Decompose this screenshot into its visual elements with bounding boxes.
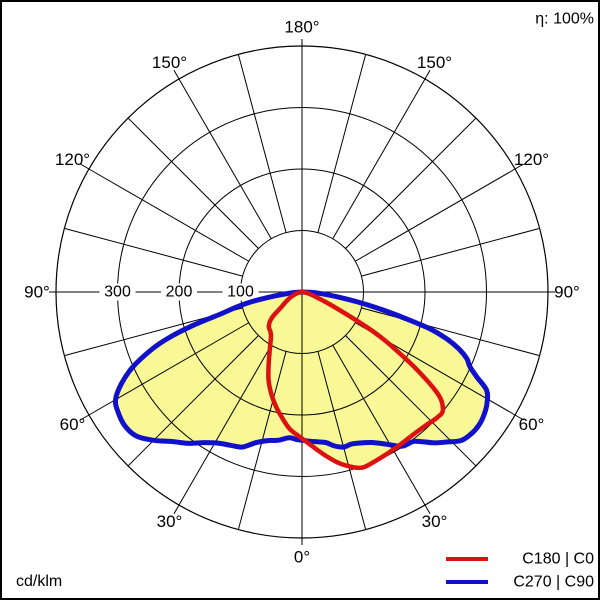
angle-label-120: 120° [514,150,549,169]
angle-label-90: 90° [554,283,580,302]
grid-spoke-135 [345,117,477,249]
angle-label-0: 0° [294,548,310,567]
unit-label: cd/klm [16,573,62,590]
radial-label-halo-300 [99,283,136,301]
angle-label-120: 120° [55,150,90,169]
angle-tick-330 [173,504,180,514]
grid-spoke-255 [64,227,243,277]
angle-label-150: 150° [417,53,452,72]
grid-spoke-315 [127,335,259,467]
radial-tick-labels: 300 200 100 [99,283,259,301]
grid-spoke-105 [361,227,540,277]
angle-labels: 0° 30° 60° 90° 120° 150° 180° 30° 60° 90° 120° 150° [24,18,580,567]
grid-spoke-45 [345,335,477,467]
grid-spoke-120 [355,168,516,262]
radial-label-300: 300 [104,284,131,301]
angle-tick-240 [80,163,90,170]
angle-label-90: 90° [24,283,50,302]
angle-label-180: 180° [284,18,319,37]
angle-tick-30 [424,504,431,514]
curve-c180-c0 [266,289,446,471]
legend: C180 | C0 C270 | C90 [446,551,594,591]
angle-tick-60 [514,414,524,421]
curve-c270-c90 [112,289,491,450]
radial-label-halo-200 [161,283,197,301]
grid-spoke-150 [332,78,426,239]
grid-spoke-165 [317,54,367,233]
angle-tick-210 [173,70,180,80]
grid-spoke-195 [237,54,287,233]
grid-spoke-75 [361,307,540,357]
grid-spoke-30 [332,345,426,506]
grid-spoke-210 [178,78,272,239]
grid-spoke-15 [317,351,367,530]
grid-spoke-330 [178,345,272,506]
legend-label-c0: C180 | C0 [522,551,594,568]
curve-strokes [112,289,491,471]
radial-label-halo-100 [222,283,259,301]
legend-label-c90: C270 | C90 [513,574,594,591]
radial-label-200: 200 [166,284,193,301]
radial-label-100: 100 [227,284,254,301]
angle-label-60: 60° [60,415,86,434]
grid-spoke-225 [127,117,259,249]
angle-tick-120 [514,163,524,170]
angle-label-150: 150° [152,53,187,72]
grid-spoke-240 [88,168,249,262]
angle-tick-300 [80,414,90,421]
angle-tick-150 [424,70,431,80]
angle-label-60: 60° [519,415,545,434]
angle-label-30: 30° [157,512,183,531]
eta-label: η: 100% [535,11,594,28]
angle-label-30: 30° [422,512,448,531]
